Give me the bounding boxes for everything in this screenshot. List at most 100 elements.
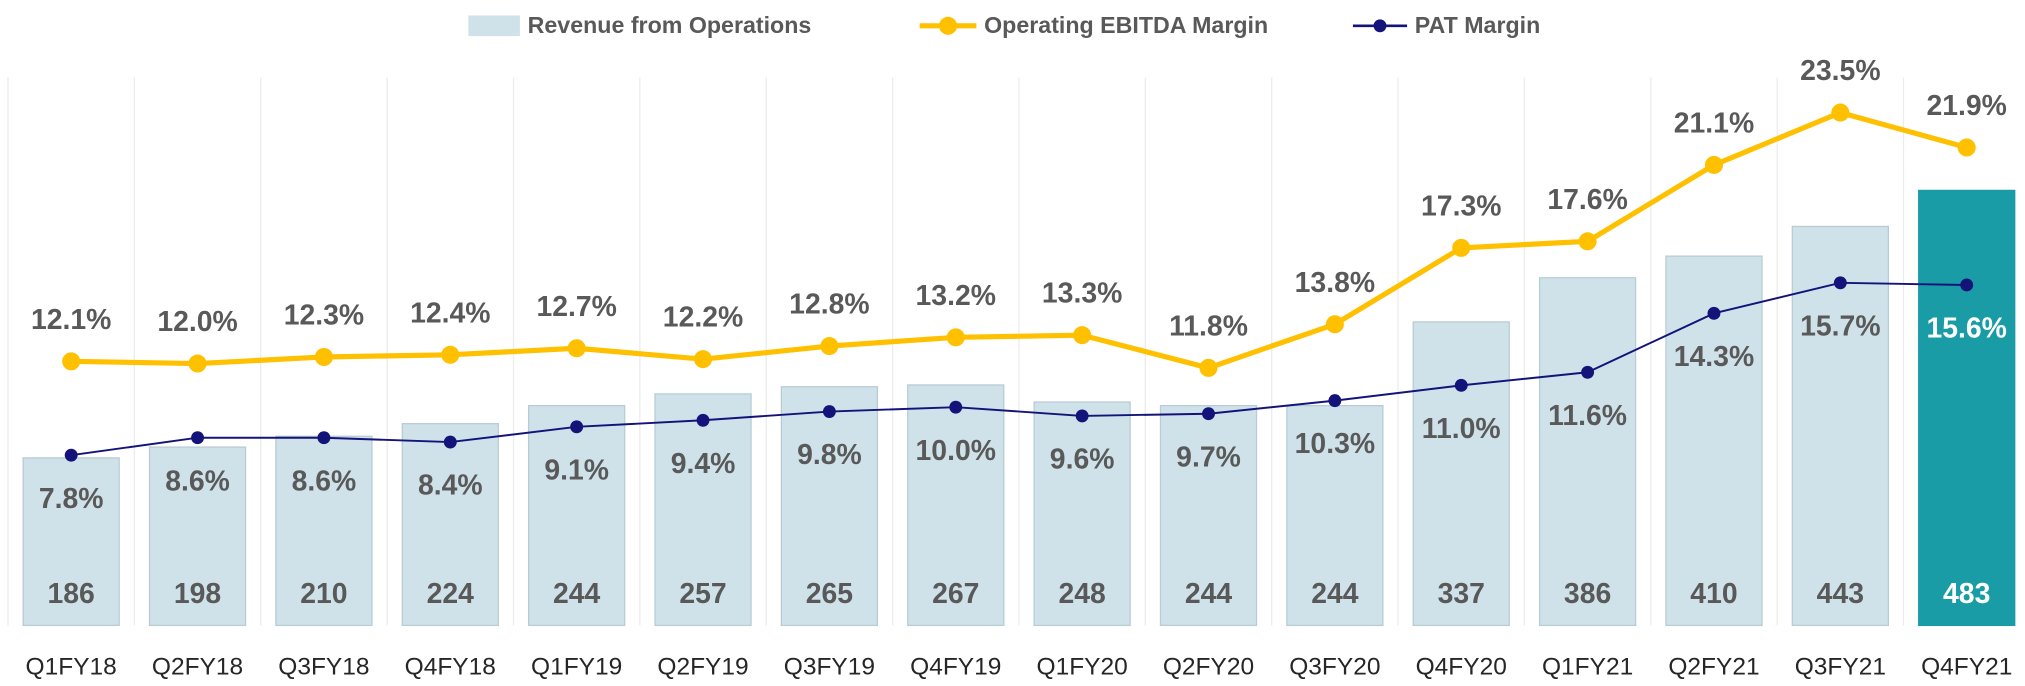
x-tick-label: Q2FY21 <box>1668 653 1759 680</box>
marker <box>1831 103 1850 122</box>
x-tick-label: Q1FY18 <box>26 653 117 680</box>
bar <box>1791 225 1890 627</box>
x-tick-label: Q2FY18 <box>152 653 243 680</box>
data-label: 15.6% <box>1926 313 2006 345</box>
bar <box>527 405 626 627</box>
x-tick-label: Q4FY18 <box>405 653 496 680</box>
marker <box>570 420 584 434</box>
legend-label: Revenue from Operations <box>528 12 812 38</box>
marker <box>1452 238 1471 257</box>
data-label: 9.1% <box>544 454 609 486</box>
bar <box>780 386 879 627</box>
marker <box>1075 409 1089 423</box>
marker <box>696 413 710 427</box>
bar <box>1033 401 1131 627</box>
marker <box>1454 378 1468 392</box>
data-label: 17.3% <box>1421 190 1501 222</box>
marker <box>1578 232 1597 251</box>
data-label: 8.6% <box>292 465 357 497</box>
marker <box>314 347 333 367</box>
marker <box>1325 315 1344 334</box>
marker <box>443 435 457 449</box>
x-tick-label: Q2FY20 <box>1163 653 1254 680</box>
bar <box>1918 189 2016 627</box>
marker <box>1704 155 1723 174</box>
marker <box>1581 365 1595 379</box>
x-tick-label: Q1FY19 <box>531 653 622 680</box>
data-label: 443 <box>1817 578 1864 610</box>
data-label: 8.4% <box>418 470 483 502</box>
data-label: 248 <box>1058 578 1105 610</box>
data-label: 9.4% <box>671 448 736 480</box>
data-label: 386 <box>1564 578 1611 610</box>
marker <box>1202 407 1215 421</box>
x-tick-label: Q3FY21 <box>1795 653 1886 680</box>
marker <box>694 350 713 369</box>
data-label: 267 <box>932 578 979 610</box>
data-label: 12.4% <box>410 297 490 329</box>
data-label: 12.8% <box>789 289 869 321</box>
data-label: 13.8% <box>1295 267 1375 299</box>
data-label: 12.3% <box>284 299 364 331</box>
data-label: 265 <box>806 578 853 610</box>
data-label: 9.6% <box>1050 444 1115 476</box>
bar <box>1412 321 1510 627</box>
marker <box>946 328 965 347</box>
data-label: 7.8% <box>39 483 104 515</box>
line <box>71 109 1968 371</box>
data-label: 198 <box>174 578 221 610</box>
data-label: 257 <box>679 578 726 610</box>
data-label: 483 <box>1943 578 1990 610</box>
data-label: 21.1% <box>1674 107 1754 139</box>
data-label: 12.1% <box>31 304 111 336</box>
marker <box>1707 306 1721 320</box>
data-label: 10.0% <box>916 435 996 467</box>
data-label: 244 <box>1185 578 1233 610</box>
bar <box>907 384 1005 627</box>
x-tick-label: Q4FY21 <box>1921 653 2012 680</box>
x-tick-label: Q3FY19 <box>784 653 875 680</box>
marker <box>820 337 839 356</box>
data-label: 410 <box>1690 578 1737 610</box>
data-label: 12.2% <box>663 302 743 334</box>
legend: Revenue from Operations Operating EBITDA… <box>468 12 1540 38</box>
marker <box>191 431 204 445</box>
marker <box>822 405 836 418</box>
legend-swatch <box>468 15 520 37</box>
data-label: 15.7% <box>1800 310 1880 342</box>
legend-swatch <box>1373 19 1387 33</box>
marker <box>62 352 81 371</box>
data-label: 12.7% <box>536 291 616 323</box>
marker <box>1957 138 1976 157</box>
data-label: 11.8% <box>1169 310 1248 342</box>
data-label: 14.3% <box>1674 341 1754 373</box>
marker <box>1833 276 1847 290</box>
data-label: 13.3% <box>1042 278 1122 310</box>
bar <box>401 423 499 627</box>
x-tick-label: Q1FY21 <box>1542 653 1633 680</box>
bar <box>1538 277 1637 627</box>
x-tick-label: Q4FY19 <box>910 653 1001 680</box>
data-label: 8.6% <box>165 465 230 497</box>
data-label: 9.8% <box>797 439 862 471</box>
marker <box>317 431 331 445</box>
data-label: 337 <box>1438 578 1485 610</box>
x-tick-label: Q3FY18 <box>278 653 369 680</box>
data-label: 224 <box>427 578 475 610</box>
bar <box>1286 405 1384 627</box>
legend-label: Operating EBITDA Margin <box>984 12 1268 38</box>
data-label: 186 <box>48 578 95 610</box>
data-label: 17.6% <box>1547 184 1627 216</box>
bar <box>1159 405 1258 627</box>
legend-swatch <box>939 16 958 35</box>
marker <box>1199 358 1218 377</box>
marker <box>1328 394 1342 408</box>
data-label: 23.5% <box>1800 55 1880 87</box>
marker <box>1073 326 1092 345</box>
marker <box>188 354 207 373</box>
data-label: 10.3% <box>1295 428 1375 460</box>
data-label: 9.7% <box>1176 441 1241 473</box>
legend-label: PAT Margin <box>1415 12 1540 38</box>
marker <box>64 448 78 462</box>
x-tick-label: Q2FY19 <box>657 653 748 680</box>
